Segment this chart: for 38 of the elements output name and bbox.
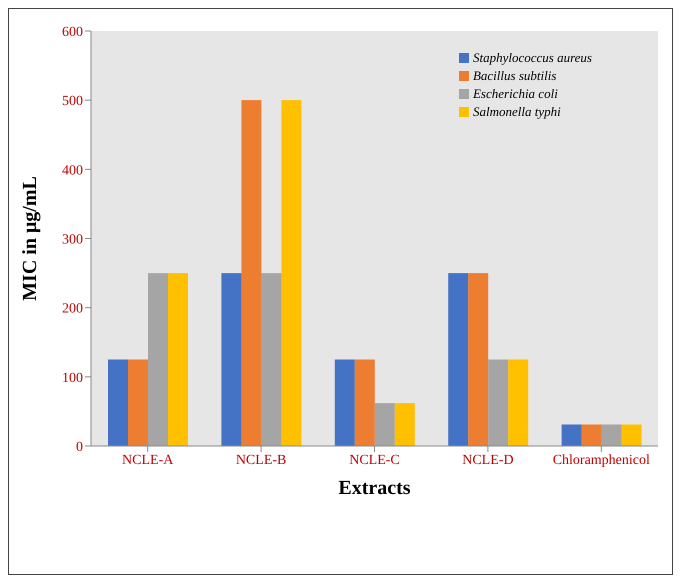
x-tick-label: NCLE-B (236, 452, 286, 468)
bar (394, 403, 415, 446)
legend-label: Bacillus subtilis (472, 68, 556, 83)
bar (374, 403, 395, 446)
bar (128, 360, 148, 446)
bar (448, 273, 468, 446)
y-tick-label: 200 (62, 302, 83, 317)
bar (562, 424, 582, 446)
y-tick-label: 500 (62, 94, 83, 110)
bar (602, 424, 622, 446)
bar (261, 273, 282, 446)
bar (168, 273, 188, 446)
bar (582, 424, 602, 446)
bar (622, 424, 642, 446)
legend-label: Salmonella typhi (472, 104, 561, 119)
bar (334, 360, 355, 446)
bar (508, 360, 528, 446)
bar (241, 100, 262, 446)
x-tick-label: NCLE-D (462, 452, 514, 468)
x-tick-label: NCLE-C (349, 452, 400, 468)
bar (488, 360, 508, 446)
legend-label: Staphylococcus aureus (472, 50, 592, 65)
bar (281, 100, 302, 446)
bar (148, 273, 168, 446)
y-tick-label: 300 (62, 232, 83, 248)
x-axis-title: Extracts (338, 477, 411, 499)
y-tick-label: 400 (62, 163, 83, 178)
y-tick-label: 100 (62, 370, 83, 386)
bar (108, 360, 128, 446)
y-axis-title: MIC in μg/mL (19, 176, 42, 301)
y-tick-label: 0 (76, 440, 83, 455)
x-tick-label: NCLE-A (122, 452, 174, 468)
x-tick-label: Chloramphenicol (552, 452, 650, 468)
legend-label: Escherichia coli (472, 86, 558, 101)
bar (221, 273, 242, 446)
bar (468, 273, 488, 446)
bar (354, 360, 375, 446)
y-tick-label: 600 (62, 24, 83, 40)
